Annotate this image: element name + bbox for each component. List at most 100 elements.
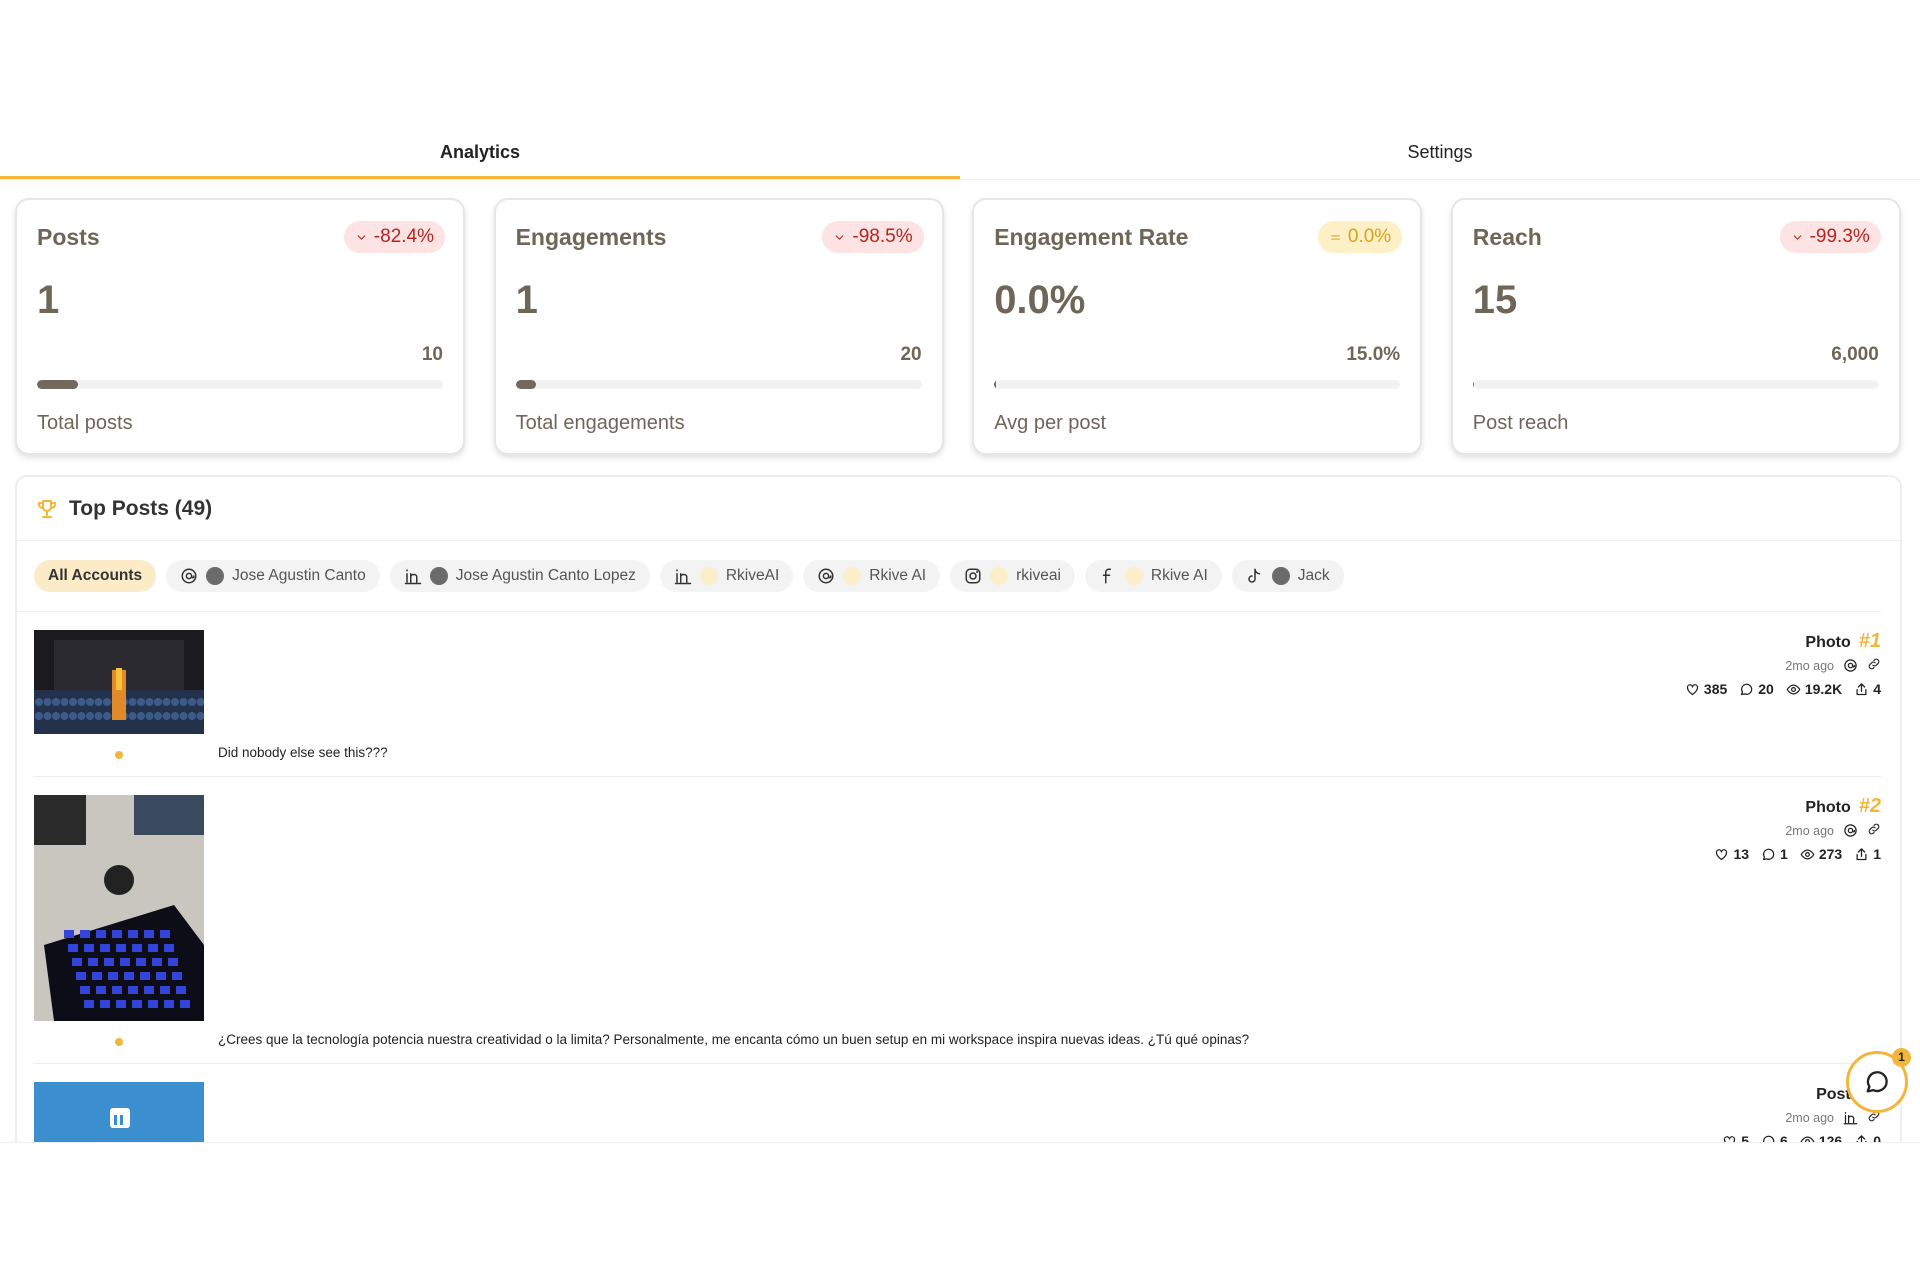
filter-chip[interactable]: Jack: [1231, 560, 1344, 592]
metric-likes: 5: [1722, 1133, 1750, 1143]
progress-fill: [994, 380, 996, 389]
metric-value: 13: [1733, 846, 1750, 862]
comment-icon: [1763, 1135, 1775, 1142]
stat-card: Posts -82.4% 1 10 Total posts: [15, 198, 465, 455]
platform-icon: [1843, 1111, 1858, 1125]
top-posts-panel: Top Posts (49) All Accounts Jose Agustin C…: [15, 475, 1902, 1143]
metric-value: 1: [1780, 846, 1788, 862]
post-meta: Photo #1 2mo ago 385 20 19.2K 4: [1685, 630, 1881, 697]
metric-shares: 0: [1854, 1133, 1881, 1143]
status-dot: [115, 751, 123, 759]
comment-icon: [1741, 683, 1753, 695]
post-metrics: 385 20 19.2K 4: [1685, 681, 1881, 697]
progress-track: [994, 380, 1401, 389]
link-icon: [1868, 658, 1880, 670]
trend-icon: [1331, 234, 1340, 240]
heart-icon: [1686, 683, 1699, 695]
post-caption: Did nobody else see this???: [218, 745, 388, 760]
platform-icon: [818, 568, 834, 584]
metric-value: 1: [1873, 846, 1881, 862]
avatar: [843, 567, 862, 585]
tab[interactable]: Settings: [1407, 142, 1473, 162]
metric-value: 20: [1758, 681, 1774, 697]
progress-fill: [37, 380, 78, 389]
avatar: [206, 567, 225, 585]
metric-value: 6: [1780, 1133, 1788, 1143]
chat-badge: 1: [1892, 1048, 1911, 1067]
app: Analytics Settings Posts -82.4% 1 10 Total pos…: [0, 125, 1920, 1143]
progress-track: [37, 380, 443, 389]
open-link[interactable]: [1867, 822, 1881, 839]
metric-likes: 13: [1714, 846, 1749, 862]
filter-chip[interactable]: Jose Agustin Canto: [166, 560, 380, 592]
platform-icon: [181, 568, 197, 584]
avatar: [990, 567, 1009, 585]
progress-fill: [515, 380, 536, 389]
filter-chip[interactable]: All Accounts: [34, 560, 157, 592]
metric-value: 4: [1873, 681, 1881, 697]
platform-icon: [1844, 824, 1857, 837]
post-rank: #2: [1858, 795, 1881, 817]
post-time-line: 2mo ago: [1685, 657, 1881, 674]
post-time: 2mo ago: [1785, 823, 1834, 838]
chat-button[interactable]: 1: [1846, 1048, 1911, 1113]
filter-label: Jack: [1297, 567, 1330, 584]
metric-shares: 4: [1854, 681, 1881, 697]
stat-card: Engagement Rate 0.0% 0.0% 15.0% Avg per post: [972, 198, 1423, 455]
filter-chip[interactable]: rkiveai: [950, 560, 1075, 592]
filter-label: All Accounts: [48, 567, 143, 584]
post-type-line: Photo #2: [1714, 795, 1881, 818]
metric-views: 126: [1800, 1133, 1843, 1143]
comment-icon: [1762, 848, 1775, 860]
share-icon: [1856, 847, 1867, 860]
metric-value: 5: [1741, 1133, 1750, 1143]
stat-value: 0.0%: [994, 278, 1086, 322]
progress-track: [1472, 380, 1879, 389]
stat-card: Engagements -98.5% 1 20 Total engagements: [493, 198, 944, 455]
avatar: [429, 567, 448, 585]
filter-label: RkiveAI: [725, 567, 780, 584]
change-badge: -82.4%: [343, 221, 445, 253]
stat-caption: Avg per post: [994, 412, 1107, 434]
stat-title: Reach: [1472, 224, 1542, 250]
post-thumbnail: [34, 630, 205, 776]
filter-chip[interactable]: RkiveAI: [659, 560, 794, 592]
metric-views: 273: [1800, 846, 1842, 862]
platform-icon: [965, 568, 981, 584]
share-icon: [1856, 1134, 1867, 1142]
post-metrics: 5 6 126 0: [1722, 1133, 1881, 1143]
platform-icon: [404, 569, 421, 585]
post-type: Photo: [1805, 799, 1851, 816]
tab[interactable]: Analytics: [0, 125, 960, 179]
filter-chip[interactable]: Rkive AI: [803, 560, 941, 592]
post-metrics: 13 1 273 1: [1714, 846, 1881, 862]
open-link[interactable]: [1867, 657, 1881, 674]
filter-chip[interactable]: Jose Agustin Canto Lopez: [389, 560, 650, 592]
metric-comments: 20: [1739, 681, 1774, 697]
filter-chip[interactable]: Rkive AI: [1084, 560, 1222, 592]
post-time-line: 2mo ago: [1722, 1109, 1881, 1126]
stat-title: Posts: [37, 224, 100, 250]
metric-views: 19.2K: [1786, 681, 1842, 697]
metric-shares: 1: [1854, 846, 1881, 862]
post-type: Photo: [1805, 634, 1851, 651]
filter-label: Jose Agustin Canto Lopez: [455, 567, 636, 584]
filter-label: rkiveai: [1016, 567, 1061, 584]
filter-label: Rkive AI: [1150, 567, 1208, 584]
change-value: -98.5%: [852, 226, 913, 247]
platform-icon: [1844, 659, 1857, 672]
metric-comments: 6: [1761, 1133, 1788, 1143]
post-type-line: Photo #1: [1685, 630, 1881, 653]
post-time-line: 2mo ago: [1714, 822, 1881, 839]
panel-header: Top Posts (49): [17, 477, 1900, 541]
link-icon: [1868, 823, 1880, 835]
trend-icon: [1793, 234, 1801, 240]
metric-value: 0: [1873, 1133, 1881, 1143]
avatar: [1124, 567, 1143, 585]
metric-value: 126: [1818, 1133, 1843, 1143]
post-thumbnail: [34, 1082, 204, 1142]
stat-title: Engagements: [515, 224, 667, 250]
trend-icon: [836, 234, 844, 240]
